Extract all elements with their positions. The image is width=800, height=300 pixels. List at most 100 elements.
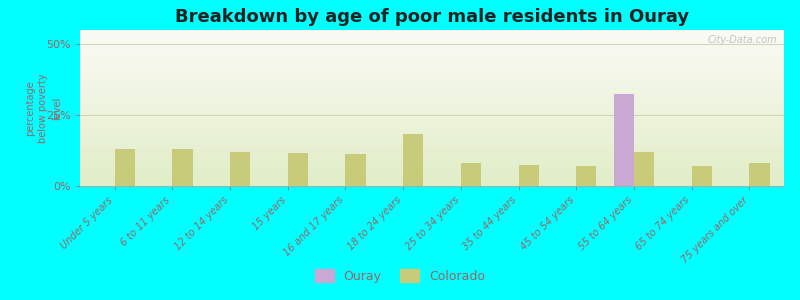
Bar: [80, 146, 784, 147]
Bar: [80, 140, 784, 141]
Bar: [80, 115, 784, 116]
Bar: [80, 43, 784, 44]
Bar: [80, 101, 784, 102]
Bar: [80, 38, 784, 39]
Bar: [80, 111, 784, 112]
Bar: [80, 163, 784, 164]
Bar: [80, 114, 784, 115]
Bar: [80, 68, 784, 69]
Bar: [80, 169, 784, 170]
Bar: [288, 152, 308, 186]
Bar: [80, 122, 784, 123]
Title: Breakdown by age of poor male residents in Ouray: Breakdown by age of poor male residents …: [175, 8, 689, 26]
Bar: [80, 181, 784, 182]
Bar: [80, 107, 784, 108]
Bar: [80, 85, 784, 86]
Bar: [80, 121, 784, 122]
Bar: [80, 175, 784, 176]
Bar: [461, 163, 481, 186]
Bar: [80, 112, 784, 113]
Bar: [80, 155, 784, 156]
Bar: [80, 128, 784, 129]
Text: City-Data.com: City-Data.com: [707, 35, 777, 45]
Bar: [80, 173, 784, 174]
Bar: [80, 157, 784, 158]
Bar: [403, 134, 423, 186]
Bar: [80, 42, 784, 43]
Bar: [80, 75, 784, 76]
Bar: [80, 44, 784, 45]
Bar: [80, 35, 784, 36]
Bar: [80, 167, 784, 168]
Bar: [80, 97, 784, 98]
Bar: [80, 145, 784, 146]
Bar: [80, 79, 784, 80]
Bar: [80, 132, 784, 133]
Bar: [80, 39, 784, 40]
Bar: [80, 150, 784, 151]
Bar: [80, 139, 784, 140]
Bar: [80, 127, 784, 128]
Bar: [614, 94, 634, 186]
Bar: [80, 117, 784, 118]
Bar: [80, 113, 784, 114]
Bar: [346, 154, 366, 186]
Bar: [80, 178, 784, 179]
Bar: [80, 89, 784, 90]
Bar: [80, 74, 784, 75]
Bar: [80, 37, 784, 38]
Bar: [80, 77, 784, 78]
Bar: [80, 41, 784, 42]
Bar: [80, 71, 784, 72]
Y-axis label: percentage
below poverty
level: percentage below poverty level: [26, 73, 62, 143]
Bar: [80, 161, 784, 162]
Bar: [80, 83, 784, 84]
Bar: [80, 152, 784, 153]
Bar: [80, 133, 784, 134]
Bar: [80, 94, 784, 95]
Bar: [80, 47, 784, 48]
Bar: [80, 143, 784, 144]
Bar: [80, 153, 784, 154]
Bar: [80, 32, 784, 33]
Bar: [80, 160, 784, 161]
Bar: [80, 52, 784, 53]
Bar: [80, 98, 784, 99]
Bar: [80, 166, 784, 167]
Bar: [80, 85, 784, 86]
Bar: [80, 130, 784, 131]
Bar: [80, 135, 784, 136]
Bar: [80, 99, 784, 100]
Bar: [80, 50, 784, 51]
Bar: [80, 136, 784, 137]
Bar: [80, 149, 784, 150]
Bar: [80, 183, 784, 184]
Bar: [80, 110, 784, 111]
Bar: [634, 152, 654, 186]
Bar: [80, 53, 784, 54]
Bar: [80, 59, 784, 60]
Bar: [80, 118, 784, 119]
Bar: [80, 185, 784, 186]
Bar: [80, 168, 784, 169]
Bar: [80, 73, 784, 74]
Bar: [80, 170, 784, 171]
Bar: [80, 144, 784, 145]
Bar: [80, 176, 784, 177]
Bar: [80, 31, 784, 32]
Bar: [80, 69, 784, 70]
Bar: [80, 142, 784, 143]
Bar: [80, 134, 784, 135]
Bar: [80, 165, 784, 166]
Bar: [80, 123, 784, 124]
Bar: [80, 96, 784, 97]
Bar: [114, 148, 135, 186]
Bar: [80, 141, 784, 142]
Bar: [230, 152, 250, 186]
Bar: [80, 81, 784, 82]
Bar: [80, 174, 784, 175]
Bar: [80, 95, 784, 96]
Bar: [80, 162, 784, 163]
Bar: [80, 129, 784, 130]
Bar: [80, 80, 784, 81]
